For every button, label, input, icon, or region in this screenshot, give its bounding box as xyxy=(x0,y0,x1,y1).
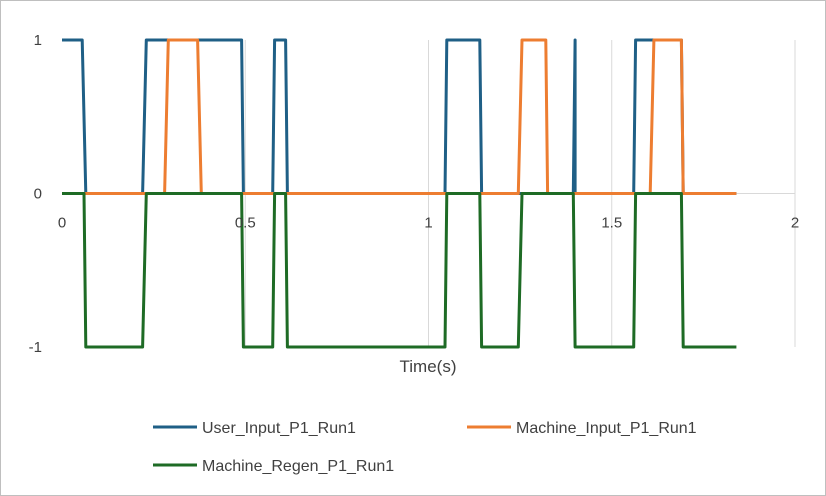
legend-label: User_Input_P1_Run1 xyxy=(202,420,356,437)
x-tick-label: 0 xyxy=(58,215,66,232)
legend-label: Machine_Regen_P1_Run1 xyxy=(202,458,394,475)
legend-item: Machine_Regen_P1_Run1 xyxy=(153,458,394,475)
series-line-user-input-p1-run1 xyxy=(62,38,737,195)
x-tick-label: 0.5 xyxy=(235,215,256,232)
x-tick-label: 1.5 xyxy=(601,215,622,232)
tick-labels: 0 0.5 1 1.5 2 1 0 -1 xyxy=(29,32,800,356)
series-line-machine-input-p1-run1 xyxy=(62,38,737,195)
y-tick-label: 1 xyxy=(34,32,42,49)
legend-item: Machine_Input_P1_Run1 xyxy=(467,420,697,437)
legend: User_Input_P1_Run1 Machine_Input_P1_Run1 M… xyxy=(153,420,697,475)
y-tick-label: -1 xyxy=(29,339,42,356)
legend-item: User_Input_P1_Run1 xyxy=(153,420,356,437)
series-lines xyxy=(62,38,737,349)
y-tick-label: 0 xyxy=(34,186,42,203)
x-tick-label: 2 xyxy=(791,215,799,232)
series-line-machine-regen-p1-run1 xyxy=(62,192,737,349)
legend-label: Machine_Input_P1_Run1 xyxy=(516,420,697,437)
x-tick-label: 1 xyxy=(424,215,432,232)
x-axis-title: Time(s) xyxy=(400,357,457,376)
